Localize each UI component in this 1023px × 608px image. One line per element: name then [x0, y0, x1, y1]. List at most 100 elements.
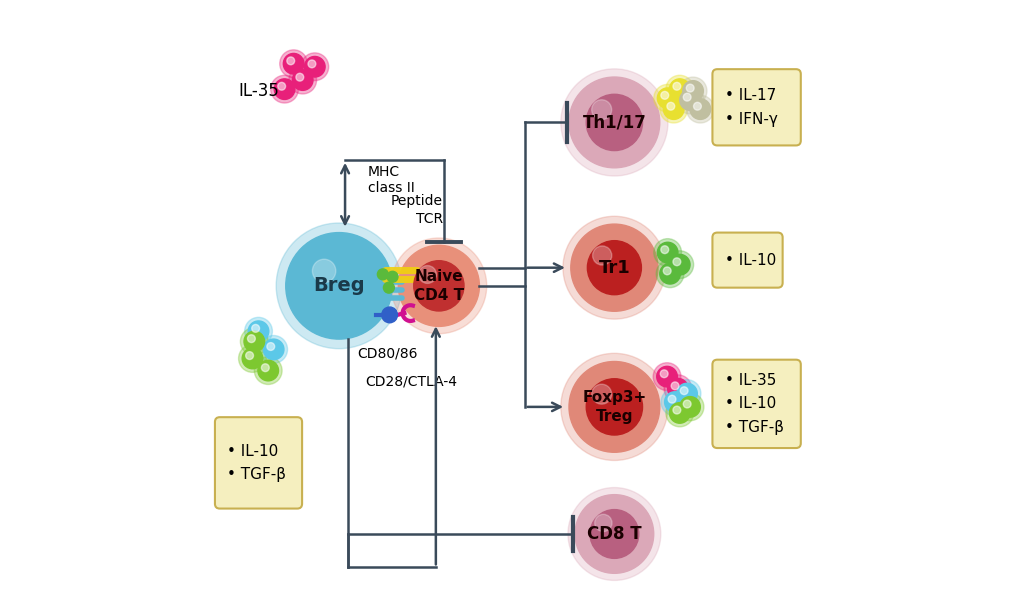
Circle shape: [663, 267, 671, 275]
Circle shape: [654, 85, 681, 112]
Circle shape: [285, 233, 392, 339]
Text: Tr1: Tr1: [598, 258, 630, 277]
Circle shape: [249, 321, 269, 342]
FancyBboxPatch shape: [712, 233, 783, 288]
Circle shape: [246, 351, 254, 359]
Circle shape: [666, 399, 694, 427]
Text: Breg: Breg: [313, 277, 365, 295]
Circle shape: [661, 91, 669, 99]
Circle shape: [587, 241, 641, 295]
Circle shape: [569, 362, 660, 452]
Text: MHC
class II: MHC class II: [368, 165, 414, 195]
Circle shape: [673, 406, 680, 414]
Circle shape: [664, 375, 692, 402]
Text: • IL-17
• IFN-γ: • IL-17 • IFN-γ: [724, 88, 777, 126]
Text: • IL-35
• IL-10
• TGF-β: • IL-35 • IL-10 • TGF-β: [724, 373, 784, 435]
Text: Peptide: Peptide: [391, 194, 443, 208]
Circle shape: [668, 395, 676, 403]
Circle shape: [661, 388, 688, 416]
FancyBboxPatch shape: [712, 69, 801, 145]
Text: CD8 T: CD8 T: [587, 525, 641, 543]
Circle shape: [660, 263, 680, 284]
Circle shape: [665, 392, 685, 412]
Circle shape: [667, 102, 675, 110]
Circle shape: [244, 331, 265, 352]
Circle shape: [384, 282, 394, 293]
Circle shape: [658, 242, 678, 263]
Circle shape: [262, 364, 269, 371]
Circle shape: [592, 246, 612, 265]
Circle shape: [377, 269, 389, 280]
Circle shape: [669, 254, 691, 275]
Circle shape: [274, 79, 295, 100]
Circle shape: [660, 95, 687, 123]
Circle shape: [305, 57, 325, 77]
Circle shape: [686, 84, 694, 92]
Circle shape: [252, 325, 260, 332]
Circle shape: [656, 260, 684, 288]
Circle shape: [276, 223, 402, 349]
Circle shape: [278, 82, 285, 90]
Circle shape: [673, 82, 680, 90]
Circle shape: [568, 488, 661, 581]
FancyBboxPatch shape: [215, 417, 302, 508]
Circle shape: [561, 353, 668, 460]
Circle shape: [286, 57, 295, 65]
Circle shape: [586, 379, 642, 435]
Circle shape: [391, 238, 487, 334]
Text: • IL-10: • IL-10: [724, 252, 775, 268]
Circle shape: [561, 69, 668, 176]
Circle shape: [676, 393, 704, 421]
Circle shape: [312, 259, 336, 283]
Circle shape: [242, 348, 263, 369]
Text: Naive
CD4 T: Naive CD4 T: [414, 269, 464, 303]
Circle shape: [666, 250, 694, 278]
Text: TCR: TCR: [416, 212, 443, 226]
Circle shape: [563, 216, 666, 319]
Circle shape: [683, 400, 692, 408]
Circle shape: [691, 99, 711, 119]
Circle shape: [676, 86, 704, 114]
Circle shape: [255, 357, 282, 384]
Circle shape: [575, 495, 654, 573]
Circle shape: [658, 88, 678, 108]
Circle shape: [382, 307, 398, 323]
Circle shape: [308, 60, 316, 67]
Circle shape: [668, 378, 688, 399]
Circle shape: [258, 361, 278, 381]
Circle shape: [680, 387, 688, 395]
Circle shape: [569, 77, 660, 168]
Circle shape: [654, 239, 681, 266]
Circle shape: [306, 253, 372, 319]
Text: IL-35: IL-35: [238, 82, 279, 100]
Circle shape: [590, 510, 638, 558]
Circle shape: [679, 396, 701, 417]
Circle shape: [669, 79, 691, 100]
Circle shape: [666, 75, 694, 103]
Circle shape: [279, 50, 308, 78]
Circle shape: [679, 90, 701, 110]
Circle shape: [669, 402, 691, 423]
Circle shape: [248, 335, 256, 342]
Circle shape: [571, 224, 658, 311]
Circle shape: [673, 258, 680, 266]
Text: • IL-10
• TGF-β: • IL-10 • TGF-β: [227, 444, 286, 482]
Text: Th1/17: Th1/17: [582, 114, 647, 131]
Circle shape: [694, 102, 702, 110]
Circle shape: [661, 246, 669, 254]
FancyBboxPatch shape: [712, 360, 801, 448]
Circle shape: [594, 514, 612, 531]
Circle shape: [663, 99, 684, 119]
Circle shape: [686, 95, 714, 123]
Circle shape: [418, 266, 437, 283]
Circle shape: [591, 100, 612, 120]
Circle shape: [671, 382, 679, 390]
Circle shape: [660, 370, 668, 378]
Circle shape: [288, 66, 316, 94]
Circle shape: [240, 328, 268, 356]
Circle shape: [683, 93, 692, 101]
Circle shape: [673, 379, 701, 407]
Text: CD28/CTLA-4: CD28/CTLA-4: [365, 374, 457, 388]
Circle shape: [271, 75, 299, 103]
Circle shape: [260, 336, 287, 364]
